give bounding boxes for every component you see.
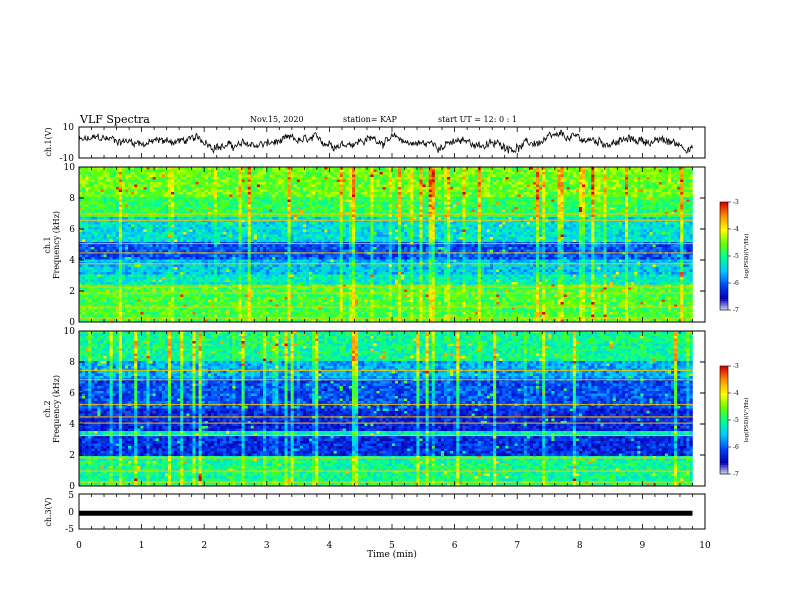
ch1-spec-ytick-2: 2	[69, 287, 75, 297]
ch2-spec-ytick-8: 8	[69, 358, 75, 368]
ch1-waveform-panel: 10 -10 ch.1(V)	[44, 123, 706, 164]
ch2-spectrogram-ylabel-channel: ch.2	[43, 400, 52, 417]
x-tick-9: 9	[640, 541, 646, 551]
ch1-ytick-top: 10	[63, 123, 75, 133]
ch3-waveform-trace	[79, 510, 693, 516]
colorbar-tick: -4	[733, 226, 739, 233]
colorbar-tick: -4	[733, 390, 739, 397]
x-tick-7: 7	[514, 541, 520, 551]
ch2-colorbar: -3 -4 -5 -6 -7 log(PSD)(V²/Hz)	[719, 363, 750, 478]
x-tick-8: 8	[577, 541, 583, 551]
colorbar-tick: -3	[733, 363, 739, 370]
ch3-ytick-mid: 0	[68, 508, 74, 518]
ch2-spectrogram-ylabel-freq: Frequency (kHz)	[52, 375, 61, 443]
ch1-spec-ytick-0: 0	[69, 318, 75, 328]
ch1-spectrogram-image	[79, 167, 693, 323]
ch1-spec-ytick-6: 6	[69, 225, 75, 235]
colorbar-label: log(PSD)(V²/Hz)	[743, 398, 750, 443]
colorbar-tick: -7	[733, 307, 739, 314]
colorbar-tick: -5	[733, 417, 739, 424]
colorbar-tick: -3	[733, 199, 739, 206]
ch3-waveform-panel: 5 0 -5 ch.3(V)	[44, 491, 706, 535]
ch1-spectrogram-ylabel-channel: ch.1	[43, 236, 52, 253]
x-tick-2: 2	[201, 541, 207, 551]
ch1-waveform-line	[78, 129, 693, 155]
x-tick-3: 3	[264, 541, 270, 551]
station-label: station= KAP	[343, 115, 398, 124]
x-tick-10: 10	[699, 541, 711, 551]
ch2-spec-ytick-4: 4	[69, 420, 75, 430]
ch3-ytick-top: 5	[68, 491, 74, 501]
ch2-spec-ytick-0: 0	[69, 482, 75, 492]
x-tick-0: 0	[76, 541, 82, 551]
ch1-spec-ytick-4: 4	[69, 256, 75, 266]
x-axis-label: Time (min)	[367, 549, 417, 560]
ch1-spec-ytick-8: 8	[69, 194, 75, 204]
ch2-spec-ytick-6: 6	[69, 389, 75, 399]
x-tick-1: 1	[139, 541, 145, 551]
ch1-spec-ytick-10: 10	[64, 163, 76, 173]
ch1-spectrogram-panel: 0 2 4 6 8 10 ch.1 Frequency (kHz)	[43, 163, 706, 328]
ch2-spectrogram-image	[79, 331, 693, 487]
ch2-spectrogram-panel: 0 2 4 6 8 10 ch.2 Frequency (kHz)	[43, 327, 706, 492]
ch2-spec-ytick-2: 2	[69, 451, 75, 461]
ch1-ytick-bottom: -10	[60, 154, 75, 164]
x-tick-4: 4	[327, 541, 333, 551]
x-tick-5: 5	[389, 541, 395, 551]
ch1-spectrogram-ylabel-freq: Frequency (kHz)	[52, 211, 61, 279]
ch1-colorbar: -3 -4 -5 -6 -7 log(PSD)(V²/Hz)	[719, 199, 750, 314]
ch1-waveform-ylabel: ch.1(V)	[44, 127, 53, 156]
start-ut-label: start UT = 12: 0 : 1	[438, 115, 517, 124]
colorbar-tick: -7	[733, 471, 739, 478]
ch3-ytick-bottom: -5	[65, 525, 74, 535]
figure-title: VLF Spectra	[79, 113, 150, 126]
colorbar-tick: -5	[733, 253, 739, 260]
ch2-spec-ytick-10: 10	[64, 327, 76, 337]
ch3-waveform-ylabel: ch.3(V)	[44, 497, 53, 526]
date-label: Nov.15, 2020	[250, 115, 304, 124]
x-tick-6: 6	[452, 541, 458, 551]
colorbar-label: log(PSD)(V²/Hz)	[743, 234, 750, 279]
colorbar-tick: -6	[733, 280, 739, 287]
colorbar-tick: -6	[733, 444, 739, 451]
